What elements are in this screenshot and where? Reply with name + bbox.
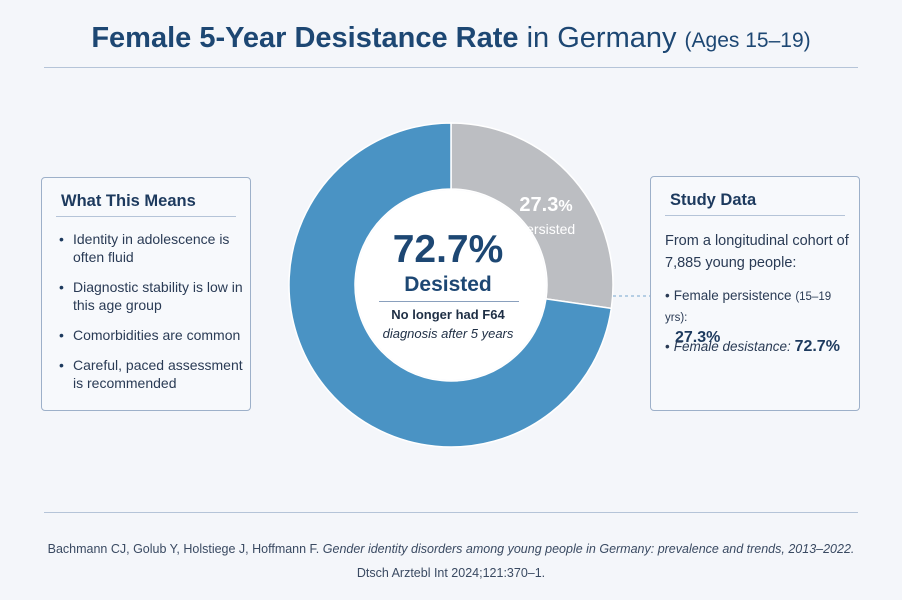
persisted-percent-sign: % [558, 198, 573, 215]
center-divider [379, 301, 519, 302]
title-divider [44, 67, 858, 68]
citation-authors: Bachmann CJ, Golub Y, Holstiege J, Hoffm… [47, 542, 320, 556]
title-sub: (Ages 15–19) [684, 29, 811, 52]
title-regular: in Germany [526, 22, 677, 54]
list-item: Comorbidities are common [59, 326, 244, 344]
donut-slice-persisted [450, 122, 614, 310]
list-item: Careful, paced assessment is recommended [59, 356, 244, 392]
persistence-value: 27.3% [675, 329, 721, 346]
card-title: Study Data [670, 191, 757, 209]
desistance-item: • Female desistance: 72.7% [665, 337, 855, 357]
donut-hole [356, 190, 546, 380]
center-note-line1: No longer had F64 [391, 307, 505, 322]
desistance-value: 72.7% [794, 338, 840, 355]
persisted-number: 27.3 [519, 194, 559, 216]
title-bold: Female 5-Year Desistance Rate [91, 22, 519, 54]
list-item: Identity in adolescence is often fluid [59, 230, 244, 266]
study-data-card: Study Data From a longitudinal cohort of… [650, 176, 860, 411]
desistance-label: Female desistance: [673, 339, 791, 354]
citation-journal: Dtsch Arztebl Int 2024;121:370–1. [356, 566, 546, 580]
study-intro: From a longitudinal cohort of 7,885 youn… [665, 233, 849, 271]
card-divider [665, 215, 845, 216]
bullet-dot: • [665, 339, 670, 354]
chart-title: Female 5-Year Desistance Rate in Germany… [0, 22, 902, 55]
persistence-item: • Female persistence (15–19 yrs): 27.3% [665, 286, 855, 348]
what-this-means-card: What This Means Identity in adolescence … [41, 177, 251, 411]
center-percentage: 72.7% [392, 228, 504, 271]
persisted-slice-label: Persisted [516, 221, 576, 237]
list-item: Diagnostic stability is low in this age … [59, 278, 244, 314]
citation-article: Gender identity disorders among young pe… [322, 542, 855, 556]
meaning-list: Identity in adolescence is often fluid D… [59, 230, 244, 404]
center-note-line2: diagnosis after 5 years [382, 326, 514, 341]
citation-line1: Bachmann CJ, Golub Y, Holstiege J, Hoffm… [0, 542, 902, 556]
persisted-slice-percentage: 27.3% [496, 194, 596, 217]
footer-divider [44, 512, 858, 513]
persistence-age: (15–19 yrs): [665, 291, 832, 324]
donut-slice-desisted [288, 122, 613, 448]
center-label: Desisted [404, 273, 492, 296]
card-divider [56, 216, 236, 217]
card-title: What This Means [61, 192, 196, 210]
persistence-label: Female persistence [673, 288, 792, 303]
bullet-dot: • [665, 288, 670, 303]
